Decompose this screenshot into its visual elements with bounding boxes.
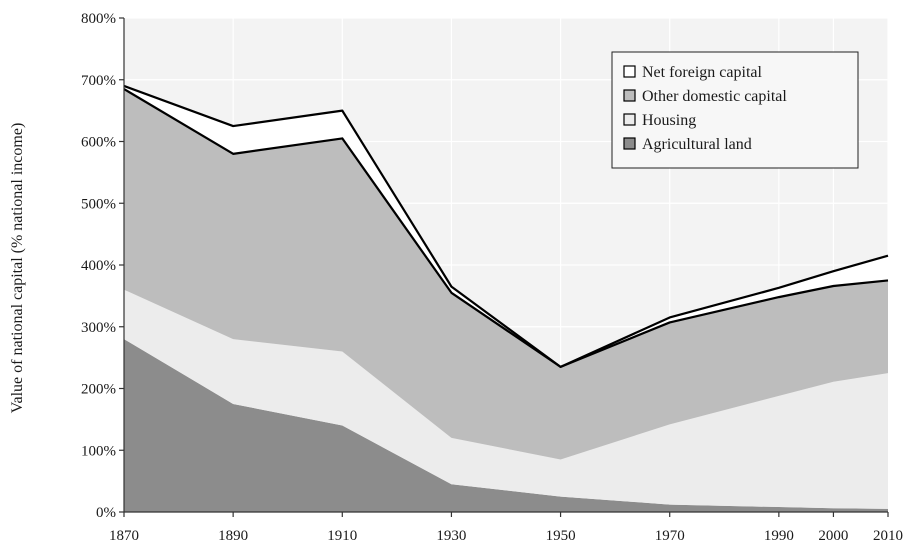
legend-label: Agricultural land [642, 136, 752, 153]
legend-box [611, 51, 859, 169]
area-agricultural-land [124, 339, 888, 512]
legend-swatch [623, 89, 636, 102]
y-axis-title: Value of national capital (% national in… [9, 123, 26, 414]
legend-swatch [623, 137, 636, 150]
legend: Net foreign capital Other domestic capita… [611, 51, 859, 169]
area-other-domestic-capital [124, 89, 888, 460]
y-tick-label: 800% [81, 11, 116, 27]
legend-swatch [623, 113, 636, 126]
y-tick-label: 500% [81, 196, 116, 212]
x-tick-label: 2010 [873, 528, 903, 544]
legend-label: Other domestic capital [642, 88, 787, 105]
legend-swatch [623, 65, 636, 78]
x-tick-label: 1910 [327, 528, 357, 544]
y-tick-label: 300% [81, 320, 116, 336]
x-tick-label: 1990 [764, 528, 794, 544]
x-tick-label: 1890 [218, 528, 248, 544]
x-tick-label: 1970 [655, 528, 685, 544]
y-tick-label: 600% [81, 135, 116, 151]
national-capital-line [123, 84, 889, 368]
x-tick-label: 2000 [818, 528, 848, 544]
y-tick-label: 0% [96, 505, 116, 521]
y-tick-label: 200% [81, 382, 116, 398]
x-tick-label: 1950 [546, 528, 576, 544]
x-tick-label: 1870 [109, 528, 139, 544]
y-tick-label: 400% [81, 258, 116, 274]
y-tick-label: 100% [81, 443, 116, 459]
y-tick-label: 700% [81, 73, 116, 89]
area-housing [124, 289, 888, 509]
legend-label: Net foreign capital [642, 64, 763, 81]
x-tick-label: 1930 [436, 528, 466, 544]
legend-label: Housing [642, 112, 696, 129]
